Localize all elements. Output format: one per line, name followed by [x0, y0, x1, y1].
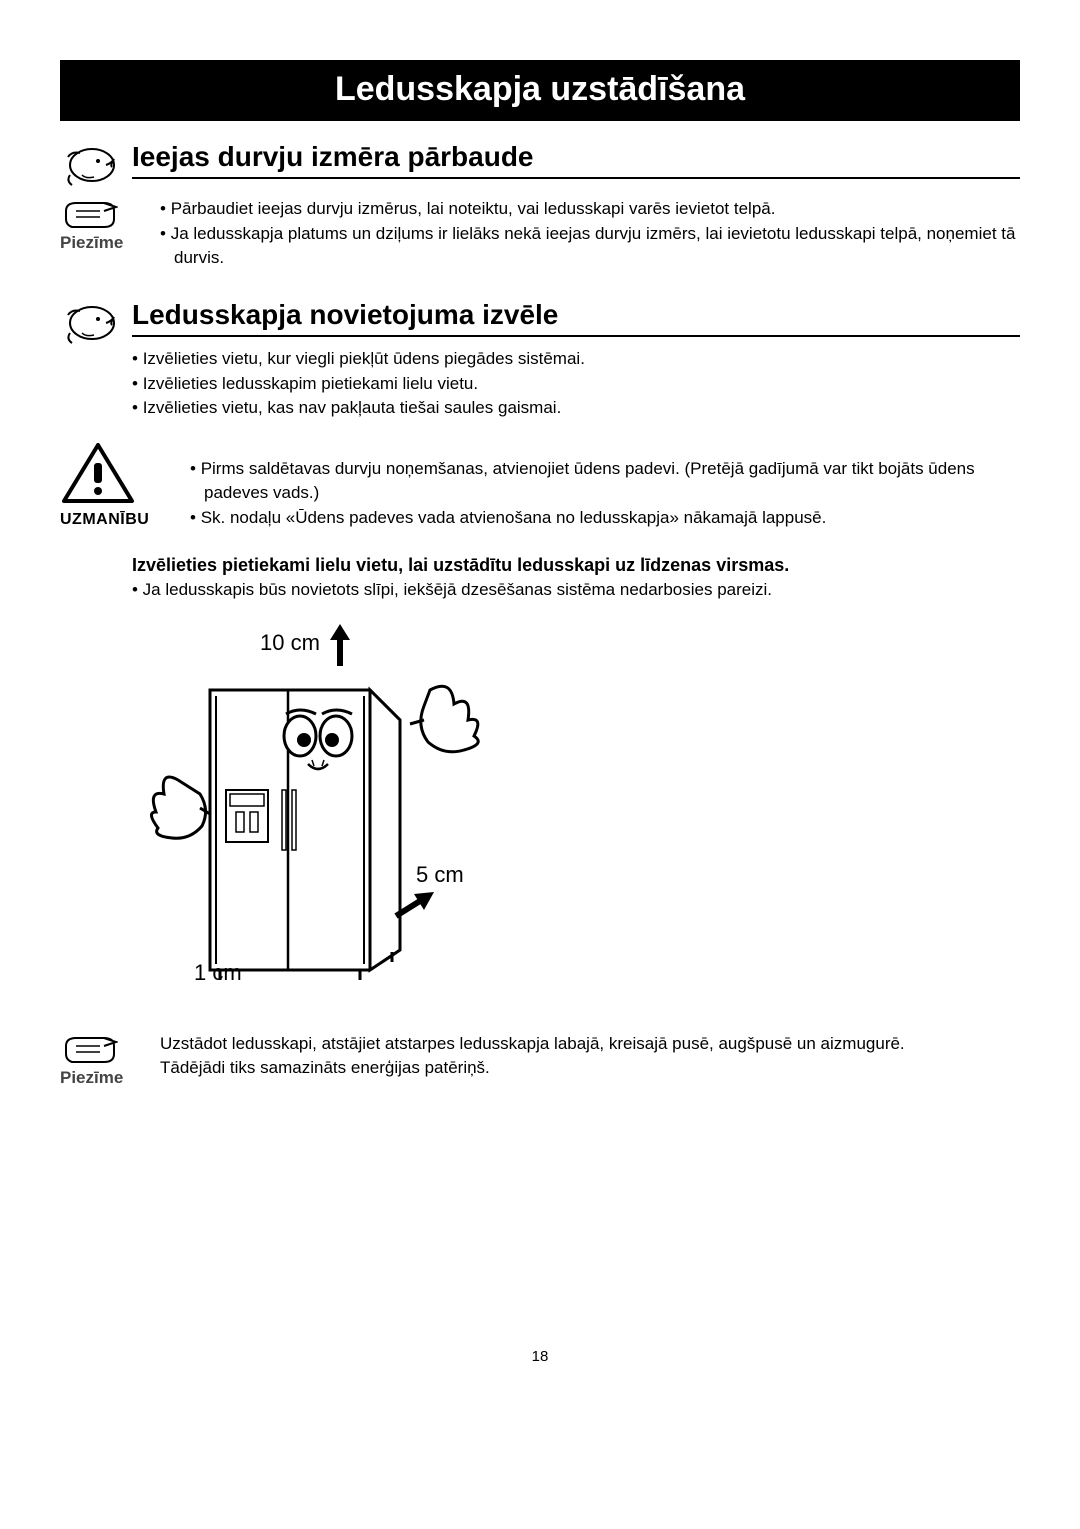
- page-title-bar: Ledusskapja uzstādīšana: [60, 60, 1020, 121]
- diagram-top-label: 10 cm: [260, 630, 320, 655]
- note-label: Piezīme: [60, 233, 160, 253]
- warning-block: UZMANĪBU Pirms saldētavas durvju noņemša…: [60, 441, 1020, 531]
- bullet-item: Izvēlieties vietu, kur viegli piekļūt ūd…: [132, 347, 1020, 372]
- bullet-item: Pirms saldētavas durvju noņemšanas, atvi…: [190, 457, 1020, 506]
- bullet-item: Sk. nodaļu «Ūdens padeves vada atvienoša…: [190, 506, 1020, 531]
- section1-heading-row: Ieejas durvju izmēra pārbaude: [60, 141, 1020, 189]
- diagram-bottom-label: 1 cm: [194, 960, 242, 985]
- warning-bullets: Pirms saldētavas durvju noņemšanas, atvi…: [190, 457, 1020, 531]
- bullet-item: Pārbaudiet ieejas durvju izmērus, lai no…: [160, 197, 1020, 222]
- note-icon-col: Piezīme: [60, 195, 160, 253]
- mascot-icon: [60, 299, 132, 347]
- section2-bullets: Izvēlieties vietu, kur viegli piekļūt ūd…: [132, 347, 1020, 421]
- pointing-hand-icon: [60, 195, 118, 231]
- bullet-item: Izvēlieties ledusskapim pietiekami lielu…: [132, 372, 1020, 397]
- diagram-side-label: 5 cm: [416, 862, 464, 887]
- section1-bullets: Pārbaudiet ieejas durvju izmērus, lai no…: [160, 197, 1020, 271]
- section2-heading: Ledusskapja novietojuma izvēle: [132, 299, 1020, 337]
- bold-instruction: Izvēlieties pietiekami lielu vietu, lai …: [132, 555, 1020, 576]
- bullet-item: Ja ledusskapja platums un dziļums ir lie…: [160, 222, 1020, 271]
- page-number: 18: [60, 1348, 1020, 1365]
- section2-heading-row: Ledusskapja novietojuma izvēle Izvēlieti…: [60, 299, 1020, 421]
- cartoon-hand-left: [151, 777, 210, 838]
- section1-note: Piezīme Pārbaudiet ieejas durvju izmērus…: [60, 195, 1020, 271]
- fridge-clearance-diagram: 10 cm: [60, 620, 1020, 1000]
- final-note-line2: Tādējādi tiks samazināts enerģijas patēr…: [160, 1056, 1020, 1081]
- warning-label: UZMANĪBU: [60, 511, 190, 529]
- note-label: Piezīme: [60, 1068, 160, 1088]
- warning-triangle-icon: [60, 441, 136, 507]
- cartoon-hand-right: [410, 686, 478, 752]
- warning-icon-col: UZMANĪBU: [60, 441, 190, 529]
- section1-heading: Ieejas durvju izmēra pārbaude: [132, 141, 1020, 179]
- mascot-icon: [60, 141, 132, 189]
- bullet-item: Izvēlieties vietu, kas nav pakļauta tieš…: [132, 396, 1020, 421]
- final-note-line1: Uzstādot ledusskapi, atstājiet atstarpes…: [160, 1032, 1020, 1057]
- pointing-hand-icon: [60, 1030, 118, 1066]
- note-icon-col: Piezīme: [60, 1030, 160, 1088]
- final-note: Piezīme Uzstādot ledusskapi, atstājiet a…: [60, 1030, 1020, 1088]
- instruction-followup: • Ja ledusskapis būs novietots slīpi, ie…: [132, 580, 1020, 600]
